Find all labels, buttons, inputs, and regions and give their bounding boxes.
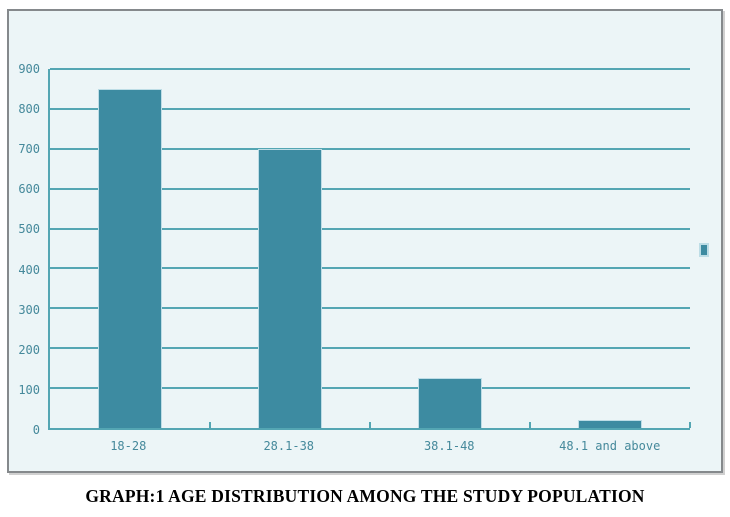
y-tick-label: 0 xyxy=(32,423,40,437)
x-tick-label: 48.1 and above xyxy=(559,439,661,453)
bar-cell xyxy=(210,69,371,428)
gridline-100 xyxy=(50,387,690,390)
gridline-600 xyxy=(50,187,690,190)
y-tick-label: 100 xyxy=(18,382,40,397)
gridline-700 xyxy=(50,147,690,150)
x-axis-tick xyxy=(529,422,531,428)
gridline-300 xyxy=(50,307,690,310)
y-tick-label: 200 xyxy=(18,342,40,357)
bar-48.1 and above xyxy=(578,420,642,428)
bar-cell xyxy=(530,69,691,428)
y-tick-label: 300 xyxy=(18,302,40,317)
bar-28.1-38 xyxy=(258,148,322,428)
gridline-400 xyxy=(50,267,690,270)
y-tick-label: 400 xyxy=(18,262,40,277)
y-tick-label: 800 xyxy=(18,102,40,117)
gridline-500 xyxy=(50,227,690,230)
x-axis-tick xyxy=(209,422,211,428)
y-tick-label: 700 xyxy=(18,142,40,157)
gridline-800 xyxy=(50,107,690,110)
y-axis-labels: 900 800 700 600 500 400 300 200 100 0 xyxy=(9,63,44,436)
bar-38.1-48 xyxy=(418,378,482,428)
y-tick-label: 600 xyxy=(18,182,40,197)
y-tick-label: 900 xyxy=(18,62,40,76)
x-tick-label: 18-28 xyxy=(110,439,147,453)
chart-frame: 900 800 700 600 500 400 300 200 100 0 18-28 28.1-3… xyxy=(7,9,723,473)
chart-title: GRAPH:1 AGE DISTRIBUTION AMONG THE STUDY… xyxy=(85,486,645,506)
y-tick-label: 500 xyxy=(18,222,40,237)
bar-18-28 xyxy=(98,88,162,428)
bar-cell xyxy=(50,69,211,428)
gridline-200 xyxy=(50,347,690,350)
plot-area xyxy=(48,68,691,430)
gridline-900 xyxy=(50,68,690,70)
x-tick-label: 28.1-38 xyxy=(263,439,315,453)
bar-series xyxy=(50,69,691,428)
bar-cell xyxy=(370,69,531,428)
x-axis-tick xyxy=(369,422,371,428)
x-tick-label: 38.1-48 xyxy=(423,439,475,453)
x-axis-labels: 18-28 28.1-38 38.1-48 48.1 and above xyxy=(48,439,690,453)
x-axis-tick xyxy=(689,422,691,428)
legend-marker xyxy=(699,243,709,257)
